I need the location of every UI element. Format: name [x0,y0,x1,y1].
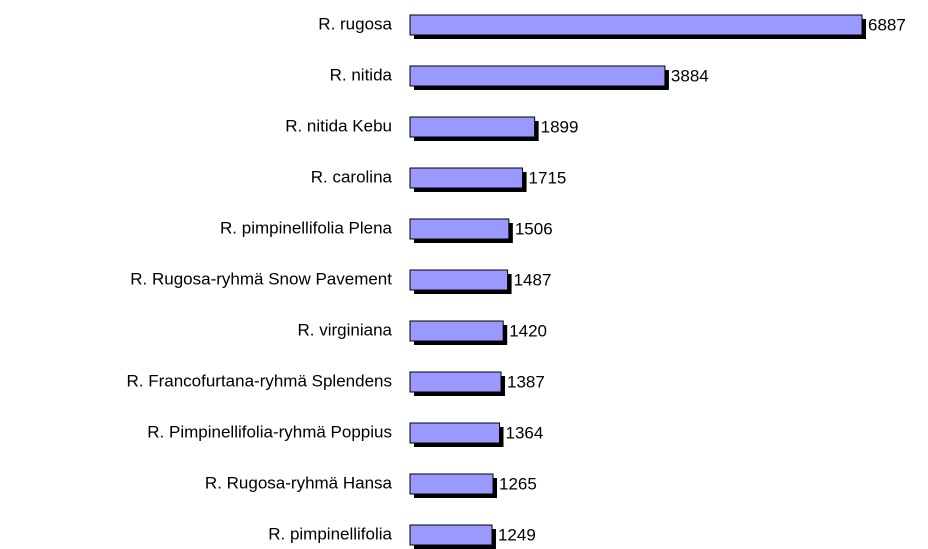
bar [409,473,494,495]
category-label: R. Rugosa-ryhmä Hansa [205,473,393,492]
value-label: 1265 [499,474,537,493]
bar [409,14,863,36]
bar [409,524,493,546]
value-label: 1506 [515,219,553,238]
category-label: R. carolina [311,167,393,186]
category-label: R. Francofurtana-ryhmä Splendens [126,371,392,390]
value-label: 1715 [529,168,567,187]
value-label: 1364 [506,423,544,442]
category-label: R. nitida [330,65,393,84]
category-label: R. rugosa [318,14,392,33]
bar [409,320,504,342]
bar [409,167,524,189]
value-label: 1487 [514,270,552,289]
bar [409,269,509,291]
value-label: 1420 [509,321,547,340]
value-label: 1249 [498,525,536,544]
value-label: 3884 [671,66,709,85]
value-label: 1899 [541,117,579,136]
category-label: R. Rugosa-ryhmä Snow Pavement [130,269,392,288]
bar [409,422,501,444]
bar [409,371,502,393]
category-label: R. pimpinellifolia [268,524,392,543]
category-label: R. Pimpinellifolia-ryhmä Poppius [147,422,392,441]
bar [409,116,536,138]
category-label: R. virginiana [298,320,393,339]
value-label: 6887 [868,15,906,34]
value-label: 1387 [507,372,545,391]
bar [409,218,510,240]
category-label: R. nitida Kebu [285,116,392,135]
category-label: R. pimpinellifolia Plena [220,218,393,237]
bar [409,65,666,87]
